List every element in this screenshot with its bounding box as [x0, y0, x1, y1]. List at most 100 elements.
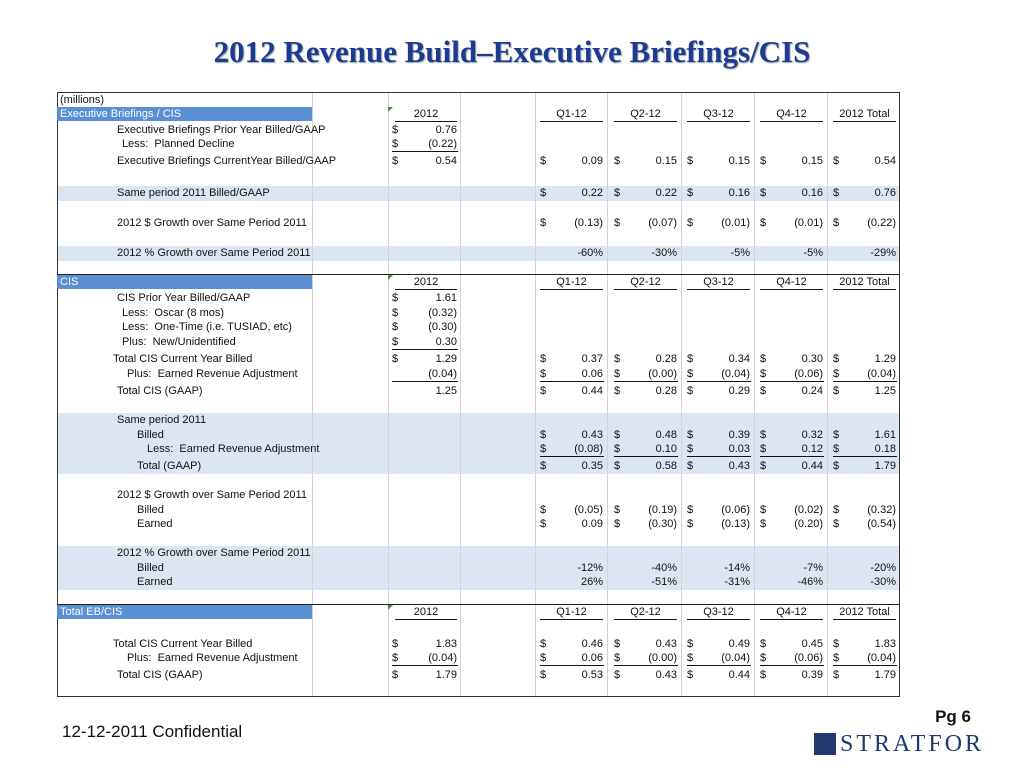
currency-sign: $: [833, 385, 840, 397]
currency-sign: $: [614, 669, 621, 681]
cell-value: (0.32): [867, 504, 896, 516]
column-header: Q4-12: [760, 605, 823, 620]
currency-sign: $: [540, 460, 547, 472]
currency-sign: $: [540, 504, 547, 516]
row-shading: [57, 413, 900, 474]
currency-sign: $: [687, 460, 694, 472]
currency-sign: $: [392, 307, 399, 319]
currency-sign: $: [833, 187, 840, 199]
cell-value: 26%: [580, 576, 603, 588]
cell-value: 0.54: [874, 155, 896, 167]
cell-underline: [833, 665, 897, 666]
cell-value: 1.79: [874, 460, 896, 472]
comment-marker: [388, 275, 393, 280]
currency-sign: $: [614, 504, 621, 516]
cell-value: 0.06: [581, 368, 603, 380]
cell-value: 0.15: [728, 155, 750, 167]
column-separator: [607, 92, 608, 697]
cell-value: (0.07): [648, 217, 677, 229]
column-separator: [460, 92, 461, 697]
cell-value: 1.29: [435, 353, 457, 365]
currency-sign: $: [760, 155, 767, 167]
currency-sign: $: [392, 321, 399, 333]
row-label: Same period 2011 Billed/GAAP: [117, 187, 270, 199]
cell-value: 0.06: [581, 652, 603, 664]
cell-value: (0.06): [721, 504, 750, 516]
currency-sign: $: [687, 638, 694, 650]
currency-sign: $: [687, 368, 694, 380]
column-header: 2012 Total: [833, 107, 896, 122]
currency-sign: $: [540, 443, 547, 455]
cell-value: 1.79: [435, 669, 457, 681]
cell-value: 0.35: [581, 460, 603, 472]
cell-value: 0.15: [655, 155, 677, 167]
cell-value: 0.30: [435, 336, 457, 348]
cell-underline: [614, 456, 678, 457]
currency-sign: $: [833, 155, 840, 167]
cell-underline: [760, 381, 824, 382]
footer-text: 12-12-2011 Confidential: [62, 722, 243, 741]
column-separator: [388, 92, 389, 697]
row-label: Executive Briefings Prior Year Billed/GA…: [117, 124, 326, 136]
currency-sign: $: [833, 638, 840, 650]
currency-sign: $: [392, 138, 399, 150]
row-label: Executive Briefings CurrentYear Billed/G…: [117, 155, 337, 167]
column-header: Q2-12: [614, 605, 677, 620]
cell-value: 1.29: [874, 353, 896, 365]
cell-value: (0.04): [721, 652, 750, 664]
row-label: Total CIS (GAAP): [117, 385, 203, 397]
currency-sign: $: [540, 669, 547, 681]
currency-sign: $: [760, 429, 767, 441]
currency-sign: $: [540, 217, 547, 229]
currency-sign: $: [614, 353, 621, 365]
row-label: Billed: [137, 562, 164, 574]
cell-underline: [540, 665, 604, 666]
cell-value: (0.32): [428, 307, 457, 319]
cell-value: 0.22: [655, 187, 677, 199]
column-header: Q1-12: [540, 605, 603, 620]
currency-sign: $: [540, 385, 547, 397]
cell-value: -30%: [651, 247, 677, 259]
cell-value: (0.05): [574, 504, 603, 516]
currency-sign: $: [392, 336, 399, 348]
cell-underline: [833, 456, 897, 457]
cell-value: 0.37: [581, 353, 603, 365]
currency-sign: $: [833, 460, 840, 472]
table-border: [57, 92, 900, 697]
currency-sign: $: [392, 353, 399, 365]
currency-sign: $: [614, 443, 621, 455]
cell-value: 0.10: [655, 443, 677, 455]
cell-value: -60%: [577, 247, 603, 259]
currency-sign: $: [392, 638, 399, 650]
page-number: Pg 6: [935, 707, 971, 726]
currency-sign: $: [760, 443, 767, 455]
cell-underline: [614, 665, 678, 666]
comment-marker: [388, 605, 393, 610]
column-header: 2012: [395, 275, 457, 290]
cell-value: 0.24: [801, 385, 823, 397]
currency-sign: $: [687, 652, 694, 664]
currency-sign: $: [614, 518, 621, 530]
currency-sign: $: [833, 368, 840, 380]
cell-value: (0.04): [867, 368, 896, 380]
currency-sign: $: [687, 217, 694, 229]
currency-sign: $: [833, 217, 840, 229]
currency-sign: $: [540, 638, 547, 650]
column-header: 2012: [395, 605, 457, 620]
row-label: Total CIS Current Year Billed: [113, 353, 253, 365]
row-label: Billed: [137, 429, 164, 441]
cell-value: (0.06): [794, 652, 823, 664]
cell-underline: [392, 349, 458, 350]
currency-sign: $: [687, 504, 694, 516]
currency-sign: $: [540, 187, 547, 199]
currency-sign: $: [687, 443, 694, 455]
currency-sign: $: [614, 652, 621, 664]
cell-value: 0.09: [581, 518, 603, 530]
column-separator: [312, 92, 313, 697]
cell-value: 0.45: [801, 638, 823, 650]
cell-underline: [392, 151, 458, 152]
cell-value: 0.76: [435, 124, 457, 136]
row-label: 2012 % Growth over Same Period 2011: [117, 247, 311, 259]
currency-sign: $: [833, 669, 840, 681]
